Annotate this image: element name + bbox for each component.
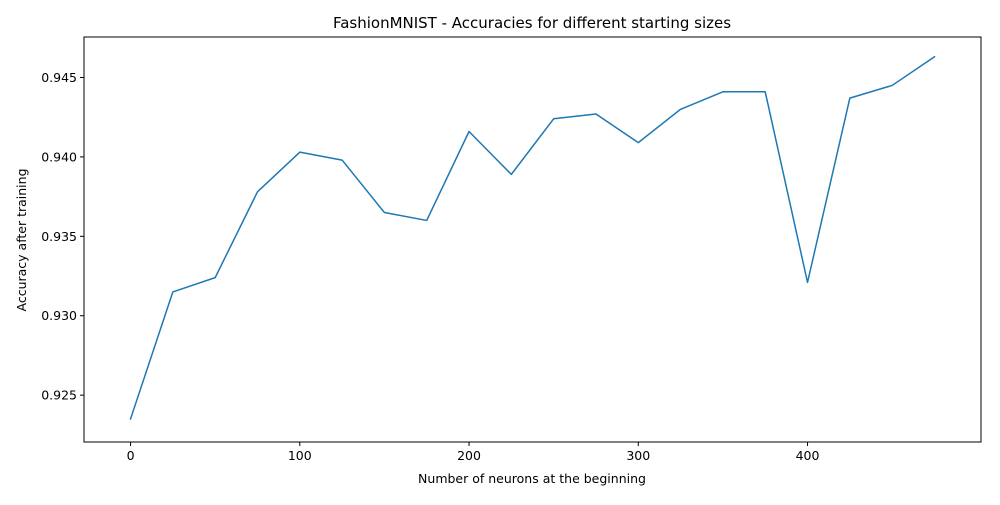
- y-axis-ticks: 0.925 0.930 0.935 0.940 0.945: [41, 70, 84, 403]
- y-tick-label: 0.945: [41, 70, 77, 85]
- x-tick-label: 100: [288, 448, 312, 463]
- series-line: [129, 55, 936, 420]
- axes-frame: [83, 36, 982, 443]
- x-axis-ticks: 0 100 200 300 400: [127, 442, 820, 463]
- chart-title: FashionMNIST - Accuracies for different …: [333, 14, 731, 32]
- x-tick-label: 0: [127, 448, 135, 463]
- x-axis-label: Number of neurons at the beginning: [418, 471, 646, 486]
- plot-area: [129, 55, 936, 420]
- y-tick-label: 0.925: [41, 388, 77, 403]
- y-axis-label: Accuracy after training: [14, 168, 29, 311]
- x-tick-label: 200: [457, 448, 481, 463]
- x-tick-label: 300: [626, 448, 650, 463]
- y-tick-label: 0.940: [41, 149, 77, 164]
- x-tick-label: 400: [796, 448, 820, 463]
- y-tick-label: 0.930: [41, 308, 77, 323]
- y-tick-label: 0.935: [41, 229, 77, 244]
